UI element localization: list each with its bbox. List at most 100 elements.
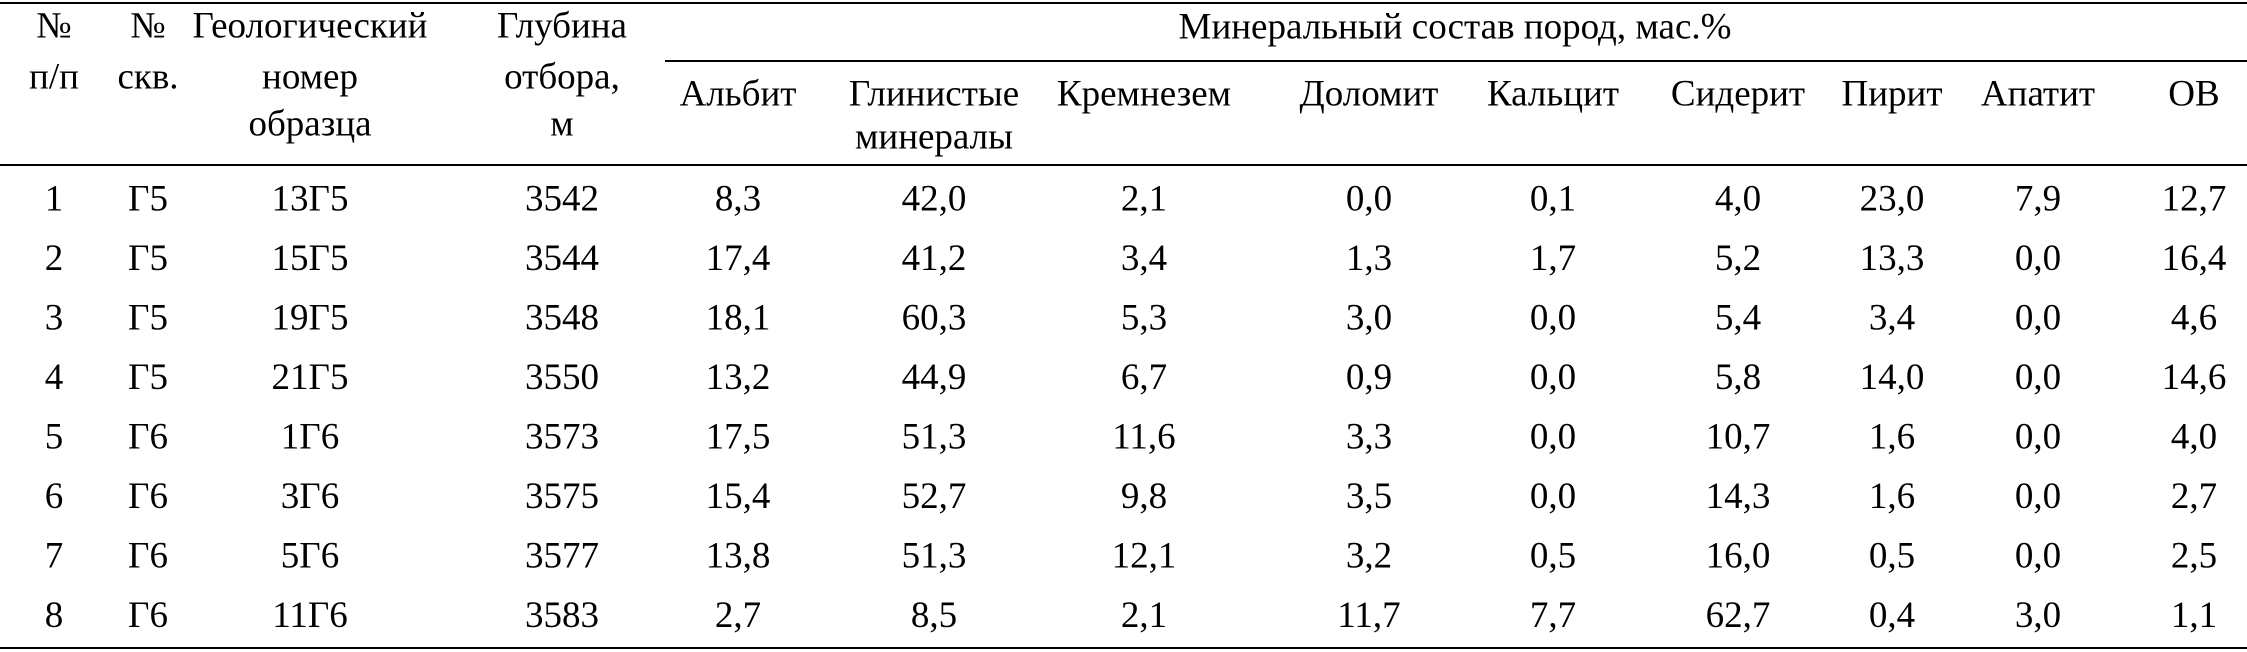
- column-header: образца: [248, 103, 371, 144]
- cell: 5,2: [1715, 238, 1761, 279]
- column-header: м: [550, 103, 573, 144]
- cell: 8,3: [715, 178, 761, 219]
- cell: 3583: [525, 595, 599, 636]
- column-header: Сидерит: [1671, 73, 1805, 114]
- cell: 1,1: [2171, 595, 2217, 636]
- cell: 4,6: [2171, 297, 2217, 338]
- cell: 3544: [525, 238, 599, 279]
- cell: 3542: [525, 178, 599, 219]
- cell: 1,3: [1346, 238, 1392, 279]
- cell: 5,4: [1715, 297, 1761, 338]
- cell: 8: [45, 595, 64, 636]
- column-header: п/п: [29, 56, 79, 97]
- column-header: Глинистые: [849, 73, 1019, 114]
- cell: Г6: [128, 476, 168, 517]
- cell: 0,0: [1346, 178, 1392, 219]
- cell: 11Г6: [272, 595, 348, 636]
- cell: 8,5: [911, 595, 957, 636]
- column-header: Геологический: [193, 5, 428, 46]
- cell: 51,3: [902, 416, 967, 457]
- cell: 15,4: [706, 476, 771, 517]
- cell: 1Г6: [281, 416, 339, 457]
- cell: 18,1: [706, 297, 771, 338]
- cell: 3,5: [1346, 476, 1392, 517]
- cell: 7,9: [2015, 178, 2061, 219]
- cell: 3,3: [1346, 416, 1392, 457]
- cell: 6,7: [1121, 357, 1167, 398]
- cell: 0,0: [1530, 297, 1576, 338]
- cell: 3548: [525, 297, 599, 338]
- cell: 1,7: [1530, 238, 1576, 279]
- cell: 2,1: [1121, 178, 1167, 219]
- cell: 41,2: [902, 238, 967, 279]
- cell: 5Г6: [281, 535, 339, 576]
- cell: 4,0: [2171, 416, 2217, 457]
- cell: 1: [45, 178, 64, 219]
- cell: 0,4: [1869, 595, 1915, 636]
- cell: 0,0: [1530, 476, 1576, 517]
- cell: 3,0: [1346, 297, 1392, 338]
- cell: 3575: [525, 476, 599, 517]
- cell: 13,3: [1860, 238, 1925, 279]
- cell: Г5: [128, 178, 168, 219]
- cell: 0,5: [1530, 535, 1576, 576]
- cell: 17,5: [706, 416, 771, 457]
- cell: 11,6: [1112, 416, 1175, 457]
- column-header: Кальцит: [1487, 73, 1619, 114]
- cell: 4,0: [1715, 178, 1761, 219]
- cell: 0,0: [1530, 416, 1576, 457]
- cell: Г5: [128, 297, 168, 338]
- cell: 14,3: [1706, 476, 1771, 517]
- cell: 0,9: [1346, 357, 1392, 398]
- cell: 13Г5: [272, 178, 349, 219]
- cell: 2,7: [2171, 476, 2217, 517]
- cell: 19Г5: [272, 297, 349, 338]
- cell: 12,1: [1112, 535, 1177, 576]
- cell: 60,3: [902, 297, 967, 338]
- cell: 14,6: [2162, 357, 2227, 398]
- cell: 42,0: [902, 178, 967, 219]
- cell: 3,4: [1121, 238, 1167, 279]
- cell: 17,4: [706, 238, 771, 279]
- cell: 0,5: [1869, 535, 1915, 576]
- column-header: минералы: [855, 116, 1013, 157]
- cell: 16,4: [2162, 238, 2227, 279]
- cell: 13,2: [706, 357, 771, 398]
- cell: 7: [45, 535, 64, 576]
- cell: 0,0: [2015, 416, 2061, 457]
- cell: 11,7: [1337, 595, 1400, 636]
- cell: 5,8: [1715, 357, 1761, 398]
- cell: 12,7: [2162, 178, 2227, 219]
- cell: 51,3: [902, 535, 967, 576]
- cell: 9,8: [1121, 476, 1167, 517]
- cell: 2,5: [2171, 535, 2217, 576]
- cell: 0,0: [2015, 238, 2061, 279]
- cell: Г6: [128, 595, 168, 636]
- group-header: Минеральный состав пород, мас.%: [1179, 6, 1732, 47]
- cell: 6: [45, 476, 64, 517]
- cell: 1,6: [1869, 476, 1915, 517]
- column-header: Пирит: [1842, 73, 1943, 114]
- cell: Г6: [128, 416, 168, 457]
- cell: 3573: [525, 416, 599, 457]
- column-header: Альбит: [680, 73, 797, 114]
- cell: 3: [45, 297, 64, 338]
- cell: 3577: [525, 535, 599, 576]
- cell: 3,2: [1346, 535, 1392, 576]
- column-header: скв.: [117, 56, 178, 97]
- column-header: Апатит: [1981, 73, 2095, 114]
- cell: 10,7: [1706, 416, 1771, 457]
- cell: 15Г5: [272, 238, 349, 279]
- cell: 4: [45, 357, 64, 398]
- cell: 1,6: [1869, 416, 1915, 457]
- column-header: Глубина: [497, 5, 627, 46]
- cell: 0,0: [1530, 357, 1576, 398]
- cell: 21Г5: [272, 357, 349, 398]
- cell: Г5: [128, 357, 168, 398]
- cell: 0,0: [2015, 297, 2061, 338]
- cell: 5,3: [1121, 297, 1167, 338]
- column-header: Кремнезем: [1057, 73, 1231, 114]
- cell: 16,0: [1706, 535, 1771, 576]
- cell: 3550: [525, 357, 599, 398]
- cell: 3,0: [2015, 595, 2061, 636]
